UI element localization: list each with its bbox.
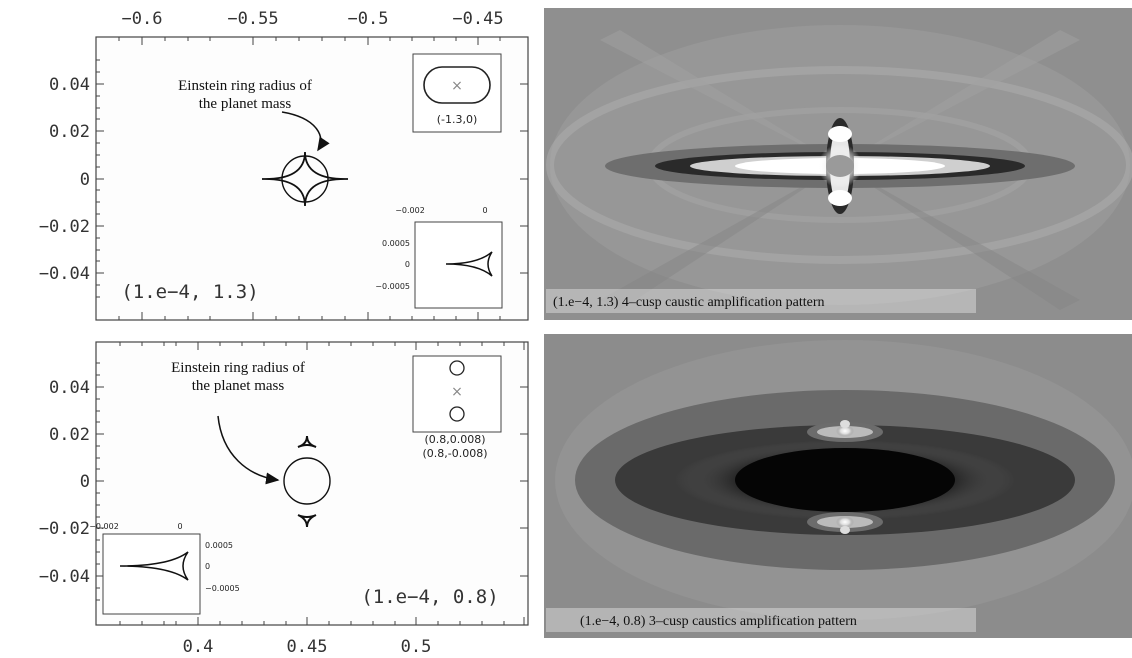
x-tick-label: 0.45 — [287, 637, 328, 657]
y-tick-label: 0 — [80, 472, 90, 492]
inset-coord-label: (0.8,0.008) — [424, 433, 485, 446]
zoom-inset: −0.002 0 0.0005 0 −0.0005 — [89, 522, 240, 615]
inset-y-tick: 0.0005 — [382, 239, 410, 248]
inset-x-tick: −0.002 — [89, 522, 119, 531]
four-cusp-caustic — [261, 151, 349, 207]
bottom-caustic-plot: 0.04 0.02 0 −0.02 −0.04 Einstein ring ra… — [39, 341, 529, 626]
inset-x-tick: 0 — [482, 206, 487, 215]
tick-marks — [96, 37, 528, 320]
parameter-label: (1.e−4, 0.8) — [361, 586, 498, 608]
arrow — [281, 111, 330, 152]
image-caption: (1.e−4, 0.8) 3–cusp caustics amplificati… — [580, 614, 857, 629]
inset-x-tick: −0.002 — [395, 206, 425, 215]
bottom-x-axis-labels: 0.4 0.45 0.5 — [183, 637, 432, 657]
y-tick-label: 0.02 — [49, 425, 90, 445]
y-tick-label: 0.02 — [49, 122, 90, 142]
zoom-caustic — [119, 551, 189, 581]
top-caustic-plot: 0.04 0.02 0 −0.02 −0.04 Einstein ring ra… — [39, 36, 529, 321]
zoom-caustic — [445, 251, 493, 277]
inset-caustic — [449, 406, 465, 422]
three-cusp-caustic-upper — [297, 435, 317, 448]
top-x-axis-labels: −0.6 −0.55 −0.5 −0.45 — [122, 9, 504, 29]
inset-caustic — [449, 360, 465, 376]
source-marker: × — [451, 78, 463, 94]
y-tick-label: −0.04 — [39, 567, 90, 587]
inset-y-tick: 0.0005 — [205, 541, 233, 550]
zoom-inset: −0.002 0 0.0005 0 −0.0005 — [375, 206, 503, 309]
inset-coord-label: (0.8,-0.008) — [422, 447, 487, 460]
y-tick-label: 0.04 — [49, 75, 90, 95]
three-cusp-caustic-lower — [297, 514, 317, 528]
y-tick-label: −0.02 — [39, 519, 90, 539]
arrow — [217, 415, 280, 485]
x-tick-label: −0.45 — [452, 9, 503, 29]
x-tick-label: −0.55 — [227, 9, 278, 29]
source-marker: × — [451, 384, 463, 400]
y-tick-label: −0.04 — [39, 264, 90, 284]
inset-y-tick: 0 — [405, 260, 410, 269]
image-caption: (1.e−4, 1.3) 4–cusp caustic amplificatio… — [553, 295, 824, 310]
inset-y-tick: −0.0005 — [205, 584, 240, 593]
inset-box — [412, 355, 502, 433]
inset-caustic — [423, 66, 491, 104]
y-tick-label: 0 — [80, 170, 90, 190]
einstein-ring — [283, 457, 331, 505]
y-tick-label: −0.02 — [39, 217, 90, 237]
inset-coord-label: (-1.3,0) — [437, 113, 478, 126]
annotation-text: the planet mass — [192, 378, 285, 394]
tick-marks — [96, 342, 528, 625]
top-amplification-map: (1.e−4, 1.3) 4–cusp caustic amplificatio… — [544, 8, 1132, 320]
inset-x-tick: 0 — [177, 522, 182, 531]
x-tick-label: 0.4 — [183, 637, 214, 657]
parameter-label: (1.e−4, 1.3) — [121, 281, 258, 303]
annotation-text: the planet mass — [199, 96, 292, 112]
inset-y-tick: −0.0005 — [375, 282, 410, 291]
y-tick-label: 0.04 — [49, 378, 90, 398]
inset-y-tick: 0 — [205, 562, 210, 571]
bottom-amplification-map: (1.e−4, 0.8) 3–cusp caustics amplificati… — [544, 334, 1132, 638]
x-tick-label: −0.5 — [348, 9, 389, 29]
x-tick-label: 0.5 — [401, 637, 432, 657]
annotation-text: Einstein ring radius of — [178, 78, 312, 94]
x-tick-label: −0.6 — [122, 9, 163, 29]
annotation-text: Einstein ring radius of — [171, 360, 305, 376]
